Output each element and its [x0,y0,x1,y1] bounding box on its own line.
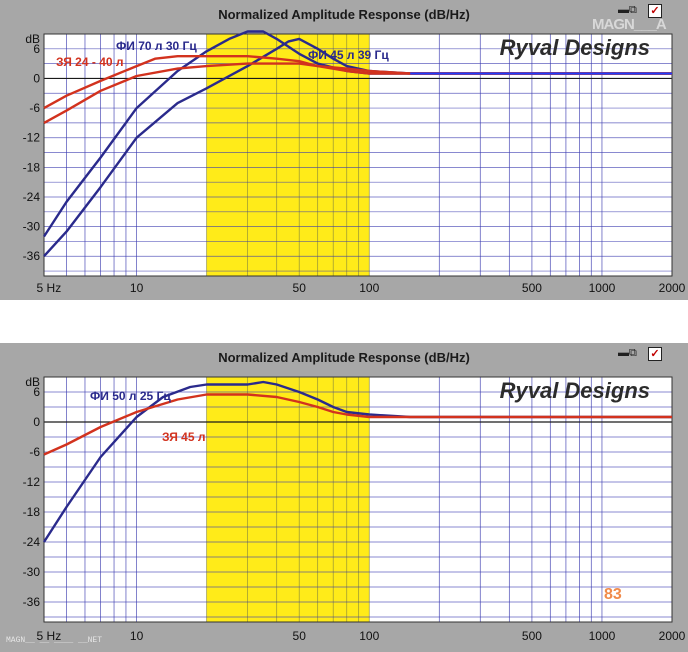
y-tick-label: -18 [23,505,41,519]
y-tick-label: -12 [23,131,41,145]
series-annotation: ФИ 50 л 25 Гц [90,389,171,403]
series-line-red [43,55,672,110]
brand-label: Ryval Designs [500,378,650,403]
y-tick-label: 6 [33,385,40,399]
x-tick-label: 10 [130,281,144,295]
y-tick-label: -30 [23,220,41,234]
magazine-logo: MAGN___A [592,16,667,33]
series-line-red [43,62,672,124]
x-tick-label: 500 [522,629,542,643]
x-tick-label: 1000 [589,629,616,643]
x-tick-label: 1000 [589,281,616,295]
brand-label: Ryval Designs [500,35,650,60]
plot-frame [43,376,673,623]
y-tick-label: -6 [29,101,40,115]
y-tick-label: 6 [33,42,40,56]
y-unit-label: dB [25,32,40,46]
x-tick-label: 5 Hz [37,629,62,643]
y-tick-label: -24 [23,190,41,204]
window-restore-icon[interactable]: ▬⧉ [618,4,637,16]
y-unit-label: dB [25,375,40,389]
x-tick-label: 500 [522,281,542,295]
y-tick-label: -24 [23,535,41,549]
series-annotation: ФИ 45 л 39 Гц [308,48,389,62]
highlight-band [206,377,370,622]
chart-title-top: Normalized Amplitude Response (dB/Hz) [218,7,470,22]
series-line-red [43,393,672,456]
series-annotation: ЗЯ 24 - 40 л [56,55,124,69]
window-restore-icon[interactable]: ▬⧉ [618,347,637,359]
series-line-blue [42,380,672,543]
x-tick-label: 2000 [659,629,686,643]
x-tick-label: 50 [293,629,307,643]
x-tick-label: 2000 [659,281,686,295]
y-tick-label: -18 [23,160,41,174]
y-tick-label: -30 [23,565,41,579]
watermark: MAGN__ __ ____ __NET [6,636,103,645]
x-tick-label: 10 [130,629,144,643]
x-tick-label: 100 [359,629,379,643]
y-tick-label: -12 [23,475,41,489]
chart-title-bottom: Normalized Amplitude Response (dB/Hz) [218,350,470,365]
y-tick-label: 0 [33,415,40,429]
window-close-checkbox-icon[interactable]: ✓ [648,4,662,18]
y-tick-label: 0 [33,71,40,85]
y-tick-label: -6 [29,445,40,459]
chart-panel-bottom: 6 0 -6 -12 -18 -24 -30 -36 dB 5 Hz 10 50 100 500 1000 2… [0,343,688,652]
window-close-checkbox-icon[interactable]: ✓ [648,347,662,361]
x-tick-label: 5 Hz [37,281,62,295]
chart-bottom-svg: 6 0 -6 -12 -18 -24 -30 -36 dB 5 Hz 10 50 100 500 1000 2… [23,375,686,643]
series-annotation: ЗЯ 45 л [162,430,205,444]
x-tick-label: 100 [359,281,379,295]
page-number-label: 83 [604,586,622,603]
y-tick-label: -36 [23,595,41,609]
chart-top-svg: 6 0 -6 -12 -18 -24 -30 -36 dB 5 Hz 10 50 100 500 1000 2… [23,30,686,295]
x-tick-label: 50 [293,281,307,295]
chart-panel-top: 6 0 -6 -12 -18 -24 -30 -36 dB 5 Hz 10 50 100 500 1000 2… [0,0,688,300]
y-tick-label: -36 [23,249,41,263]
plot-frame [43,33,673,277]
series-annotation: ФИ 70 л 30 Гц [116,39,197,53]
